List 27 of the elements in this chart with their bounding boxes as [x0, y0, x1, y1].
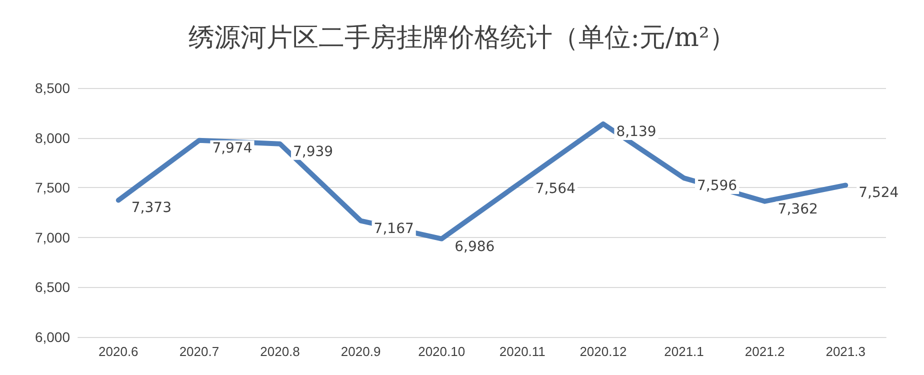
- x-tick-label: 2020.10: [418, 344, 466, 359]
- data-label: 7,939: [293, 144, 334, 160]
- y-tick-label: 8,500: [34, 80, 70, 96]
- y-tick-label: 8,000: [34, 130, 70, 146]
- y-tick-label: 6,500: [34, 279, 70, 296]
- y-tick-label: 7,500: [34, 180, 70, 196]
- x-tick-label: 2020.7: [179, 344, 220, 359]
- x-tick-label: 2020.12: [580, 344, 627, 359]
- data-label: 7,362: [778, 201, 818, 218]
- data-label: 7,524: [858, 185, 899, 202]
- data-label: 7,596: [697, 178, 738, 194]
- y-tick-label: 7,000: [34, 229, 70, 246]
- data-label: 6,986: [454, 238, 495, 255]
- x-tick-label: 2021.2: [744, 344, 785, 359]
- data-label: 7,564: [535, 181, 576, 198]
- x-tick-label: 2020.8: [260, 344, 300, 359]
- data-label: 7,373: [131, 200, 172, 216]
- y-tick-label: 6,000: [34, 329, 70, 345]
- x-tick-label: 2021.1: [664, 344, 704, 359]
- x-tick-label: 2021.3: [826, 344, 866, 359]
- x-tick-label: 2020.9: [340, 344, 381, 359]
- data-label: 8,139: [616, 124, 656, 140]
- x-tick-label: 2020.11: [499, 344, 546, 359]
- data-label: 7,167: [374, 220, 414, 237]
- data-label: 7,974: [212, 140, 252, 156]
- x-tick-label: 2020.6: [98, 344, 138, 359]
- chart-title: 绣源河片区二手房挂牌价格统计（单位:元/m²）: [188, 23, 736, 53]
